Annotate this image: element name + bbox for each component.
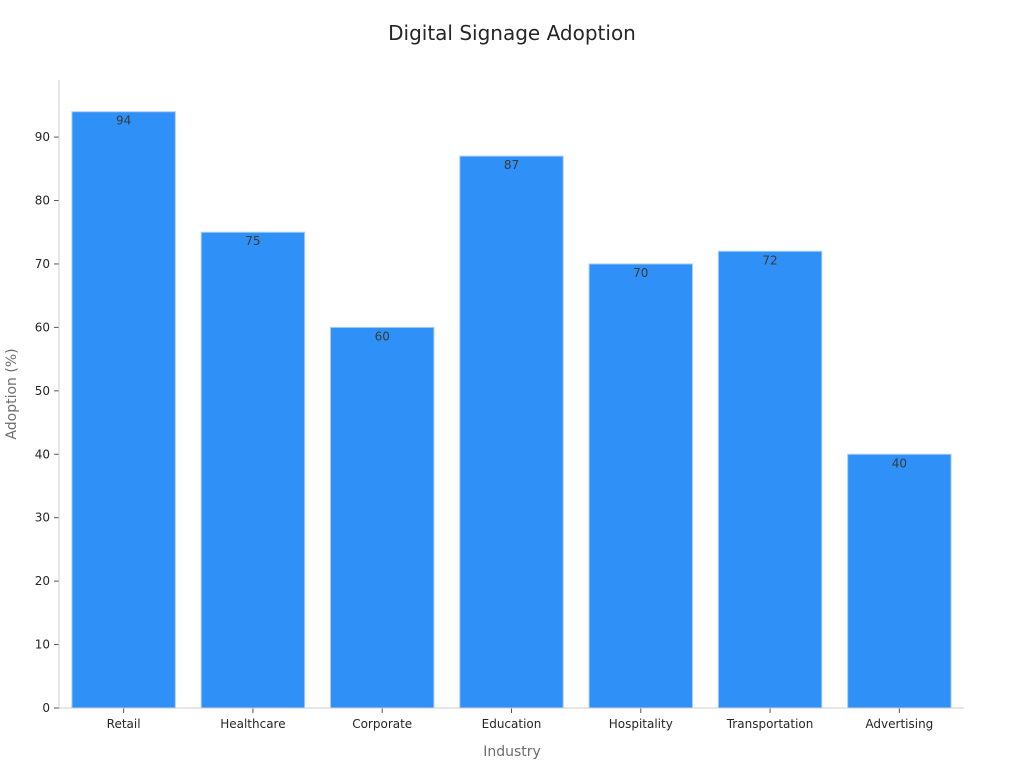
bar-retail [71,111,176,709]
bar-corporate [330,326,435,709]
data-label: 40 [892,456,907,470]
data-label: 94 [116,114,131,128]
bars: 94 75 60 87 70 72 40 [71,111,952,709]
bar-advertising [847,453,952,709]
y-tick-label: 30 [35,511,50,525]
x-tick-label: Corporate [352,717,412,731]
bar-healthcare [200,231,306,709]
data-label: 70 [633,266,648,280]
bar-hospitality [588,263,693,709]
y-tick-label: 80 [35,194,50,208]
y-tick-label: 40 [35,447,50,461]
y-tick-label: 0 [42,701,50,715]
data-label: 72 [762,253,777,267]
data-label: 87 [504,158,519,172]
y-tick-label: 70 [35,257,50,271]
y-axis-ticks: 0 10 20 30 40 50 60 70 80 90 [35,130,59,715]
x-axis-label: Industry [483,744,541,760]
x-tick-label: Hospitality [609,717,673,731]
x-tick-label: Transportation [726,717,814,731]
x-axis-ticks: Retail Healthcare Corporate Education Hospit… [107,708,933,731]
y-axis-label: Adoption (%) [4,348,20,439]
data-label: 60 [375,329,390,343]
x-tick-label: Advertising [865,717,933,731]
y-tick-label: 20 [35,574,50,588]
x-tick-label: Education [482,717,542,731]
y-tick-label: 60 [35,320,50,334]
x-tick-label: Healthcare [220,717,285,731]
bar-education [459,155,564,709]
chart-title: Digital Signage Adoption [388,21,636,45]
data-label: 75 [245,234,260,248]
y-tick-label: 50 [35,384,50,398]
y-tick-label: 90 [35,130,50,144]
bar-transportation [717,250,823,709]
y-tick-label: 10 [35,638,50,652]
x-tick-label: Retail [107,717,141,731]
